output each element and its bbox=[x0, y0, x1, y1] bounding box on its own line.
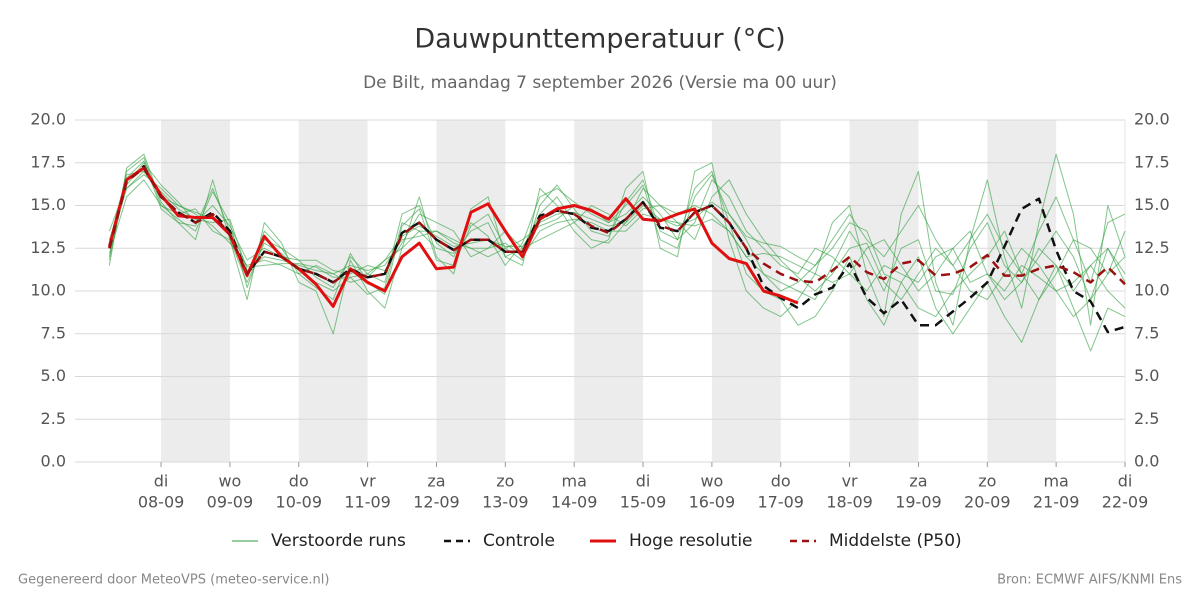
y-tick-label: 20.0 bbox=[30, 110, 66, 129]
x-tick-label: vr bbox=[842, 472, 858, 491]
footer-right: Bron: ECMWF AIFS/KNMI Ens bbox=[997, 573, 1182, 588]
x-tick-date: 20-09 bbox=[964, 493, 1011, 512]
y2-tick-label: 17.5 bbox=[1134, 152, 1170, 171]
x-tick-date: 19-09 bbox=[895, 493, 942, 512]
ensemble-line bbox=[108, 153, 1126, 335]
chart-title: Dauwpunttemperatuur (°C) bbox=[414, 24, 785, 55]
x-tick-date: 09-09 bbox=[207, 493, 254, 512]
x-tick-date: 13-09 bbox=[482, 493, 529, 512]
y-tick-label: 17.5 bbox=[30, 152, 66, 171]
x-tick-label: di bbox=[636, 472, 651, 491]
x-tick-date: 17-09 bbox=[757, 493, 804, 512]
y2-tick-label: 10.0 bbox=[1134, 281, 1170, 300]
ensemble-line bbox=[108, 174, 1126, 309]
footer-left: Gegenereerd door MeteoVPS (meteo-service… bbox=[18, 573, 329, 588]
x-tick-date: 08-09 bbox=[138, 493, 185, 512]
x-tick-label: vr bbox=[360, 472, 376, 491]
x-tick-label: wo bbox=[218, 472, 241, 491]
x-tick-label: ma bbox=[1043, 472, 1068, 491]
y-tick-label: 15.0 bbox=[30, 195, 66, 214]
x-tick-date: 12-09 bbox=[413, 493, 460, 512]
legend-label: Verstoorde runs bbox=[271, 531, 406, 551]
y2-tick-label: 7.5 bbox=[1134, 323, 1159, 342]
y-tick-label: 10.0 bbox=[30, 281, 66, 300]
y2-tick-label: 20.0 bbox=[1134, 110, 1170, 129]
series-line bbox=[108, 164, 1126, 334]
y2-tick-label: 2.5 bbox=[1134, 409, 1159, 428]
x-tick-label: di bbox=[154, 472, 169, 491]
x-tick-date: 11-09 bbox=[344, 493, 391, 512]
x-tick-date: 21-09 bbox=[1033, 493, 1080, 512]
x-tick-label: zo bbox=[496, 472, 514, 491]
series-line bbox=[108, 166, 1126, 286]
y-tick-label: 0.0 bbox=[41, 452, 66, 471]
chart-subtitle: De Bilt, maandag 7 september 2026 (Versi… bbox=[363, 73, 837, 93]
x-tick-label: di bbox=[1118, 472, 1133, 491]
x-tick-date: 22-09 bbox=[1102, 493, 1149, 512]
x-tick-label: za bbox=[909, 472, 927, 491]
ensemble-line bbox=[108, 160, 1126, 352]
x-tick-label: ma bbox=[561, 472, 586, 491]
x-tick-label: za bbox=[427, 472, 445, 491]
x-tick-date: 16-09 bbox=[689, 493, 736, 512]
y-tick-label: 12.5 bbox=[30, 238, 66, 257]
ensemble-line bbox=[108, 170, 1126, 283]
legend-label: Hoge resolutie bbox=[629, 531, 753, 551]
x-tick-label: do bbox=[771, 472, 791, 491]
y2-tick-label: 5.0 bbox=[1134, 366, 1159, 385]
x-tick-label: zo bbox=[978, 472, 996, 491]
y-tick-label: 2.5 bbox=[41, 409, 66, 428]
y-tick-label: 5.0 bbox=[41, 366, 66, 385]
y2-tick-label: 12.5 bbox=[1134, 238, 1170, 257]
x-tick-label: wo bbox=[700, 472, 723, 491]
legend-label: Middelste (P50) bbox=[829, 531, 962, 551]
x-tick-date: 18-09 bbox=[826, 493, 873, 512]
x-tick-label: do bbox=[289, 472, 309, 491]
series-line bbox=[107, 166, 799, 308]
x-tick-date: 10-09 bbox=[276, 493, 323, 512]
y2-tick-label: 15.0 bbox=[1134, 195, 1170, 214]
legend-label: Controle bbox=[483, 531, 555, 551]
x-tick-date: 14-09 bbox=[551, 493, 598, 512]
x-tick-date: 15-09 bbox=[620, 493, 667, 512]
y2-tick-label: 0.0 bbox=[1134, 452, 1159, 471]
y-tick-label: 7.5 bbox=[41, 323, 66, 342]
